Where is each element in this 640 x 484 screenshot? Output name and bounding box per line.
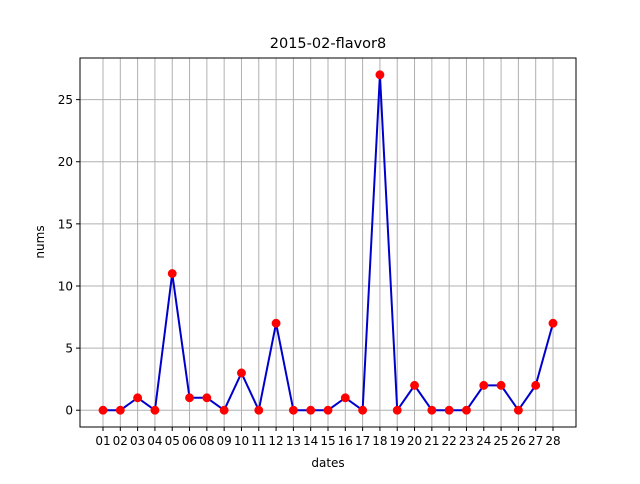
data-point (323, 405, 333, 415)
y-tick-label: 10 (58, 279, 73, 293)
x-tick-label: 21 (424, 434, 439, 448)
data-point (392, 405, 402, 415)
data-point (254, 405, 264, 415)
y-tick-label: 0 (65, 404, 73, 418)
data-point (513, 405, 523, 415)
data-point (167, 269, 177, 279)
x-tick-label: 10 (234, 434, 249, 448)
x-tick-label: 14 (303, 434, 318, 448)
data-point (306, 405, 316, 415)
data-point (462, 405, 471, 415)
y-tick-label: 15 (58, 217, 73, 231)
data-point (375, 70, 385, 80)
x-tick-label: 11 (251, 434, 266, 448)
data-point (271, 318, 281, 328)
x-tick-label: 25 (493, 434, 508, 448)
x-tick-label: 02 (113, 434, 128, 448)
data-point (185, 393, 194, 403)
x-tick-label: 23 (459, 434, 474, 448)
x-tick-label: 20 (407, 434, 422, 448)
data-point (115, 405, 125, 415)
x-tick-label: 09 (217, 434, 232, 448)
x-tick-label: 16 (338, 434, 353, 448)
data-point (479, 380, 489, 390)
data-point (496, 380, 506, 390)
data-point (133, 393, 143, 403)
chart-title: 2015-02-flavor8 (270, 36, 386, 52)
x-tick-label: 13 (286, 434, 301, 448)
x-tick-label: 24 (476, 434, 491, 448)
data-point (150, 405, 160, 415)
x-tick-label: 08 (199, 434, 214, 448)
x-tick-label: 27 (528, 434, 543, 448)
x-tick-label: 03 (130, 434, 145, 448)
data-point (531, 380, 541, 390)
y-tick-label: 5 (65, 342, 73, 356)
y-axis-label: nums (33, 225, 47, 258)
y-tick-label: 25 (58, 93, 73, 107)
x-tick-label: 06 (182, 434, 197, 448)
data-point (427, 405, 437, 415)
x-tick-label: 19 (390, 434, 405, 448)
data-point (202, 393, 212, 403)
data-point (340, 393, 350, 403)
x-tick-label: 01 (95, 434, 110, 448)
x-tick-label: 22 (442, 434, 457, 448)
x-axis-ticks: 01 02 03 04 05 06 08 09 10 11 12 13 14 15 16 17 18 19 20 21… (95, 427, 561, 448)
x-tick-label: 18 (372, 434, 387, 448)
series-layer (98, 70, 558, 415)
data-point (219, 405, 229, 415)
data-point (444, 405, 454, 415)
data-point (288, 405, 298, 415)
data-point (237, 368, 246, 378)
data-point (410, 380, 419, 390)
x-tick-label: 04 (147, 434, 162, 448)
y-tick-label: 20 (58, 155, 73, 169)
x-tick-label: 28 (545, 434, 560, 448)
x-tick-label: 15 (320, 434, 335, 448)
x-tick-label: 17 (355, 434, 370, 448)
x-tick-label: 12 (268, 434, 283, 448)
data-point (98, 405, 108, 415)
data-point (358, 405, 368, 415)
x-axis-label: dates (311, 456, 344, 470)
x-tick-label: 26 (511, 434, 526, 448)
y-axis-ticks: 0 5 10 15 20 25 (58, 93, 80, 418)
grid (80, 58, 576, 427)
x-tick-label: 05 (165, 434, 180, 448)
data-point (548, 318, 558, 328)
